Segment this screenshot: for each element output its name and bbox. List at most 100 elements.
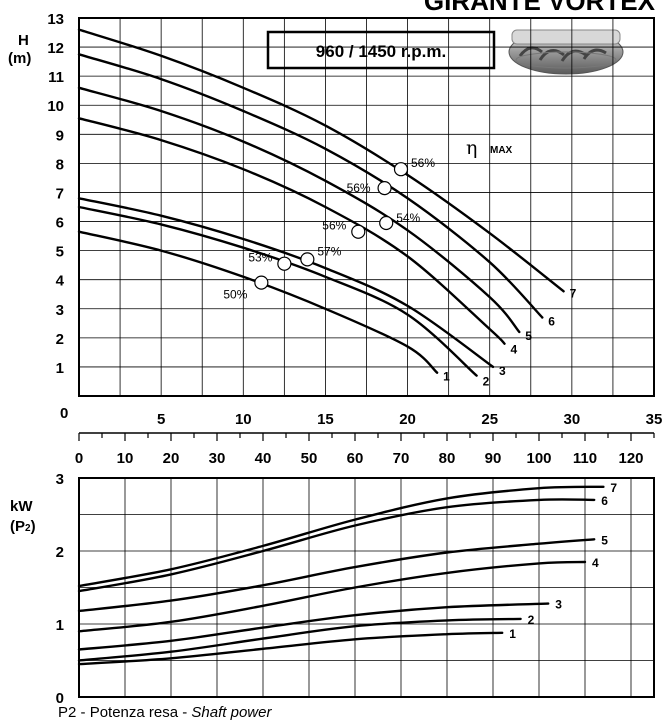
eta-max-label: MAX xyxy=(490,145,513,156)
efficiency-label: 56% xyxy=(322,219,346,233)
secondary-x-tick-label: 120 xyxy=(618,450,643,467)
secondary-x-tick-label: 0 xyxy=(75,450,83,467)
power-curve-label: 1 xyxy=(509,627,516,641)
x-tick-label: 10 xyxy=(235,411,252,428)
secondary-x-tick-label: 50 xyxy=(301,450,318,467)
kw-axis-label: kW xyxy=(10,498,33,515)
efficiency-point xyxy=(300,252,315,267)
head-curve-7 xyxy=(77,28,565,293)
efficiency-label: 50% xyxy=(223,288,247,302)
head-curve-4 xyxy=(77,117,506,345)
footer-text: - Potenza resa - xyxy=(76,704,191,721)
y-tick-label: 12 xyxy=(47,40,64,57)
impeller-image-icon xyxy=(508,29,624,75)
efficiency-point xyxy=(379,215,394,231)
head-curve-label: 4 xyxy=(511,343,518,357)
footer-italic: Shaft power xyxy=(191,704,272,721)
power-curve-5 xyxy=(77,538,596,613)
efficiency-label: 54% xyxy=(396,211,420,225)
y-tick-label: 11 xyxy=(48,69,64,86)
y-tick-label: 4 xyxy=(56,273,65,290)
head-curve-label: 5 xyxy=(525,329,532,343)
power-curve-label: 6 xyxy=(601,494,608,508)
chart-title: GIRANTE VORTEX xyxy=(424,0,656,16)
power-curve-3 xyxy=(77,602,550,651)
speed-box xyxy=(266,30,496,70)
h-axis-label: H xyxy=(18,32,29,49)
footer-p2: P2 xyxy=(58,704,76,721)
kw-axis-unit: (P2) xyxy=(10,518,36,535)
efficiency-label: 57% xyxy=(317,244,341,258)
power-curve-label: 2 xyxy=(528,613,535,627)
power-curve-label: 7 xyxy=(610,481,617,495)
x-tick-label: 30 xyxy=(564,411,581,428)
efficiency-point xyxy=(254,275,269,290)
kw-tick-label: 0 xyxy=(56,690,64,707)
h-axis-unit: (m) xyxy=(8,50,31,67)
power-curve-2 xyxy=(77,617,522,662)
y-tick-label: 6 xyxy=(56,215,64,232)
head-curve-label: 2 xyxy=(483,375,490,389)
y-tick-label: 2 xyxy=(56,331,64,348)
efficiency-point xyxy=(377,181,392,196)
power-curve-7 xyxy=(77,485,605,588)
head-curve-2 xyxy=(77,205,478,377)
head-curve-6 xyxy=(77,53,544,319)
efficiency-point xyxy=(277,256,292,271)
secondary-x-tick-label: 30 xyxy=(209,450,226,467)
power-curve-4 xyxy=(77,560,587,633)
secondary-x-tick-label: 40 xyxy=(255,450,272,467)
x-tick-label: 15 xyxy=(317,411,334,428)
footer-caption: P2 - Potenza resa - Shaft power xyxy=(58,704,272,721)
secondary-x-axis: 0 10 20 30 40 50 60 70 80 90 100 110 120 xyxy=(75,432,655,467)
x-tick-label: 25 xyxy=(481,411,498,428)
power-curve-6 xyxy=(77,498,596,593)
secondary-x-tick-label: 80 xyxy=(439,450,456,467)
secondary-x-tick-label: 60 xyxy=(347,450,364,467)
y-tick-label: 8 xyxy=(56,156,64,173)
power-curve-label: 5 xyxy=(601,533,608,547)
head-curve-5 xyxy=(77,86,521,334)
efficiency-label: 56% xyxy=(347,181,371,195)
y-tick-label: 10 xyxy=(47,98,64,115)
power-curve-1 xyxy=(77,631,504,666)
efficiency-point xyxy=(393,162,409,177)
head-curve-1 xyxy=(77,230,439,374)
y-tick-label: 13 xyxy=(47,11,64,28)
head-curve-label: 3 xyxy=(499,364,506,378)
head-curve-label: 7 xyxy=(570,286,577,300)
head-curve-label: 1 xyxy=(443,370,450,384)
head-curve-3 xyxy=(77,197,495,369)
speed-label: 960 / 1450 r.p.m. xyxy=(316,42,446,61)
kw-tick-label: 3 xyxy=(56,471,64,488)
x-tick-label: 35 xyxy=(646,411,663,428)
eta-label: η xyxy=(466,137,477,159)
y-tick-label: 3 xyxy=(56,302,64,319)
y-tick-label: 9 xyxy=(56,127,64,144)
efficiency-point xyxy=(351,224,366,239)
y-tick-label: 5 xyxy=(56,244,64,261)
plot-frame xyxy=(78,477,655,698)
secondary-x-tick-label: 90 xyxy=(485,450,502,467)
efficiency-label: 56% xyxy=(411,156,435,170)
secondary-x-tick-label: 100 xyxy=(526,450,551,467)
head-curve-label: 6 xyxy=(548,314,555,328)
secondary-x-tick-label: 10 xyxy=(117,450,134,467)
secondary-x-tick-label: 110 xyxy=(573,450,597,467)
kw-tick-label: 2 xyxy=(56,544,64,561)
x-tick-label: 20 xyxy=(399,411,416,428)
y-tick-label: 1 xyxy=(56,360,64,377)
efficiency-label: 53% xyxy=(248,251,272,265)
power-curve-label: 4 xyxy=(592,556,599,570)
secondary-x-tick-label: 20 xyxy=(163,450,180,467)
y-tick-label: 7 xyxy=(56,185,64,202)
secondary-x-tick-label: 70 xyxy=(393,450,410,467)
x-zero-label: 0 xyxy=(60,405,68,422)
x-tick-label: 5 xyxy=(157,411,165,428)
kw-tick-label: 1 xyxy=(56,617,64,634)
power-curve-label: 3 xyxy=(555,598,562,612)
